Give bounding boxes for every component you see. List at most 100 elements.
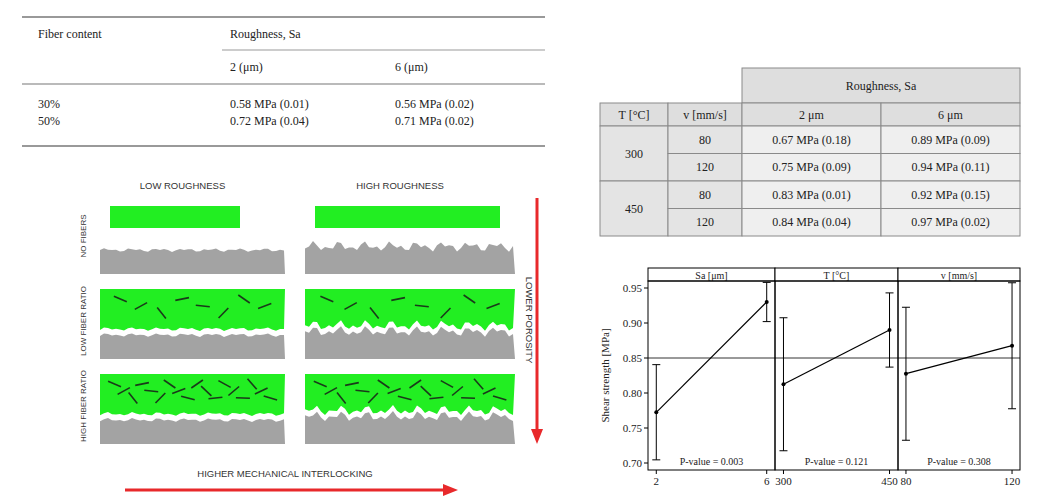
cell: Roughness, Sa: [846, 79, 917, 93]
cell-box: [668, 126, 742, 154]
fiber: [410, 380, 422, 388]
substrate: [100, 248, 285, 274]
p-value: P-value = 0.308: [927, 456, 991, 467]
column-label: LOW ROUGHNESS: [140, 180, 226, 191]
polymer: [315, 206, 500, 228]
effect-line: [906, 346, 1012, 374]
row-label: HIGH FIBER RATIO: [79, 370, 88, 442]
header-cell: 6 (μm): [395, 60, 428, 74]
fiber: [219, 308, 229, 318]
panel: v [mm/s]80120P-value = 0.308: [898, 268, 1021, 487]
fiber: [415, 305, 429, 306]
fiber: [255, 388, 268, 394]
error-bar: [1008, 283, 1016, 409]
fiber: [314, 381, 327, 386]
cell: 6 μm: [938, 108, 963, 122]
fiber: [175, 298, 189, 301]
effect-line: [656, 302, 766, 412]
rule: [222, 50, 545, 51]
x-tick: [766, 470, 767, 474]
cell: 0.92 MPa (0.15): [911, 188, 990, 202]
fiber: [129, 393, 138, 404]
fiber: [345, 383, 359, 386]
panel-header: [898, 268, 1020, 281]
cell-box: [668, 181, 742, 209]
cell-box: [881, 126, 1020, 154]
cell-box: [668, 209, 742, 237]
fiber: [398, 396, 412, 399]
substrate: [305, 411, 515, 444]
point: [654, 410, 658, 414]
plot-frame: [775, 281, 898, 470]
cell-box: [600, 181, 668, 236]
fiber: [452, 387, 463, 396]
fiber: [218, 381, 230, 388]
cell: 30%: [38, 97, 60, 111]
point: [1010, 344, 1014, 348]
table-fiber: Fiber contentRoughness, Sa2 (μm)6 (μm)30…: [22, 17, 545, 146]
panel: Sa [μm]26P-value = 0.003: [648, 268, 775, 487]
marks: [775, 293, 898, 451]
polymer: [100, 289, 285, 331]
header-cell: 2 (μm): [230, 60, 263, 74]
fiber: [172, 389, 185, 394]
fiber: [157, 308, 166, 319]
mean-line: [898, 358, 1020, 359]
cell-box: [881, 103, 1020, 126]
y-tick-label: 0.80: [623, 387, 643, 399]
cell: 120: [696, 215, 714, 229]
y-tick: [644, 393, 648, 394]
fiber: [429, 397, 443, 398]
table-process: Roughness, SaT [°C]v [mm/s]2 μm6 μm30080…: [600, 68, 1020, 236]
fiber: [114, 296, 127, 301]
fiber: [493, 396, 506, 400]
cell-box: [600, 126, 668, 181]
polymer: [305, 374, 515, 415]
fiber: [258, 304, 271, 309]
cell: 300: [625, 147, 643, 161]
cell: 0.56 MPa (0.02): [395, 97, 474, 111]
panel-title: Sa [μm]: [695, 270, 727, 281]
cell-box: [742, 154, 881, 182]
cell: v [mm/s]: [683, 108, 727, 122]
cell: 50%: [38, 114, 60, 128]
fiber: [164, 380, 176, 388]
cell-box: [742, 103, 881, 126]
error-bar: [779, 318, 787, 451]
fiber: [156, 393, 166, 403]
substrate: [100, 333, 285, 359]
error-bar: [886, 293, 894, 367]
fiber: [238, 295, 250, 303]
x-tick: [905, 470, 906, 474]
y-tick: [644, 323, 648, 324]
fiber: [135, 383, 149, 386]
rule: [22, 145, 545, 147]
arrow: [125, 489, 445, 492]
y-tick: [644, 463, 648, 464]
fiber: [345, 303, 357, 310]
y-tick-label: 0.85: [623, 352, 643, 364]
x-tick-label: 6: [764, 475, 770, 487]
substrate: [100, 418, 285, 444]
arrow-label: HIGHER MECHANICAL INTERLOCKING: [197, 468, 372, 479]
main-effects-chart: 0.700.750.800.850.900.95Shear strength […: [599, 268, 1021, 487]
x-tick-label: 120: [1004, 475, 1021, 487]
arrow-head: [531, 429, 543, 444]
panel-header: [775, 268, 898, 281]
error-bar: [763, 282, 771, 321]
fiber: [196, 305, 210, 306]
error-bar: [902, 307, 910, 440]
fiber: [483, 388, 496, 394]
cell-box: [742, 181, 881, 209]
fiber: [181, 396, 195, 399]
cell: 80: [699, 188, 711, 202]
y-tick-label: 0.75: [623, 422, 643, 434]
y-tick: [644, 288, 648, 289]
x-tick-label: 450: [881, 475, 898, 487]
cell: 0.97 MPa (0.02): [911, 215, 990, 229]
x-tick-label: 2: [654, 475, 660, 487]
fiber: [368, 393, 378, 403]
fiber: [487, 304, 500, 309]
cell: 2 μm: [799, 108, 824, 122]
error-bar: [652, 365, 660, 460]
